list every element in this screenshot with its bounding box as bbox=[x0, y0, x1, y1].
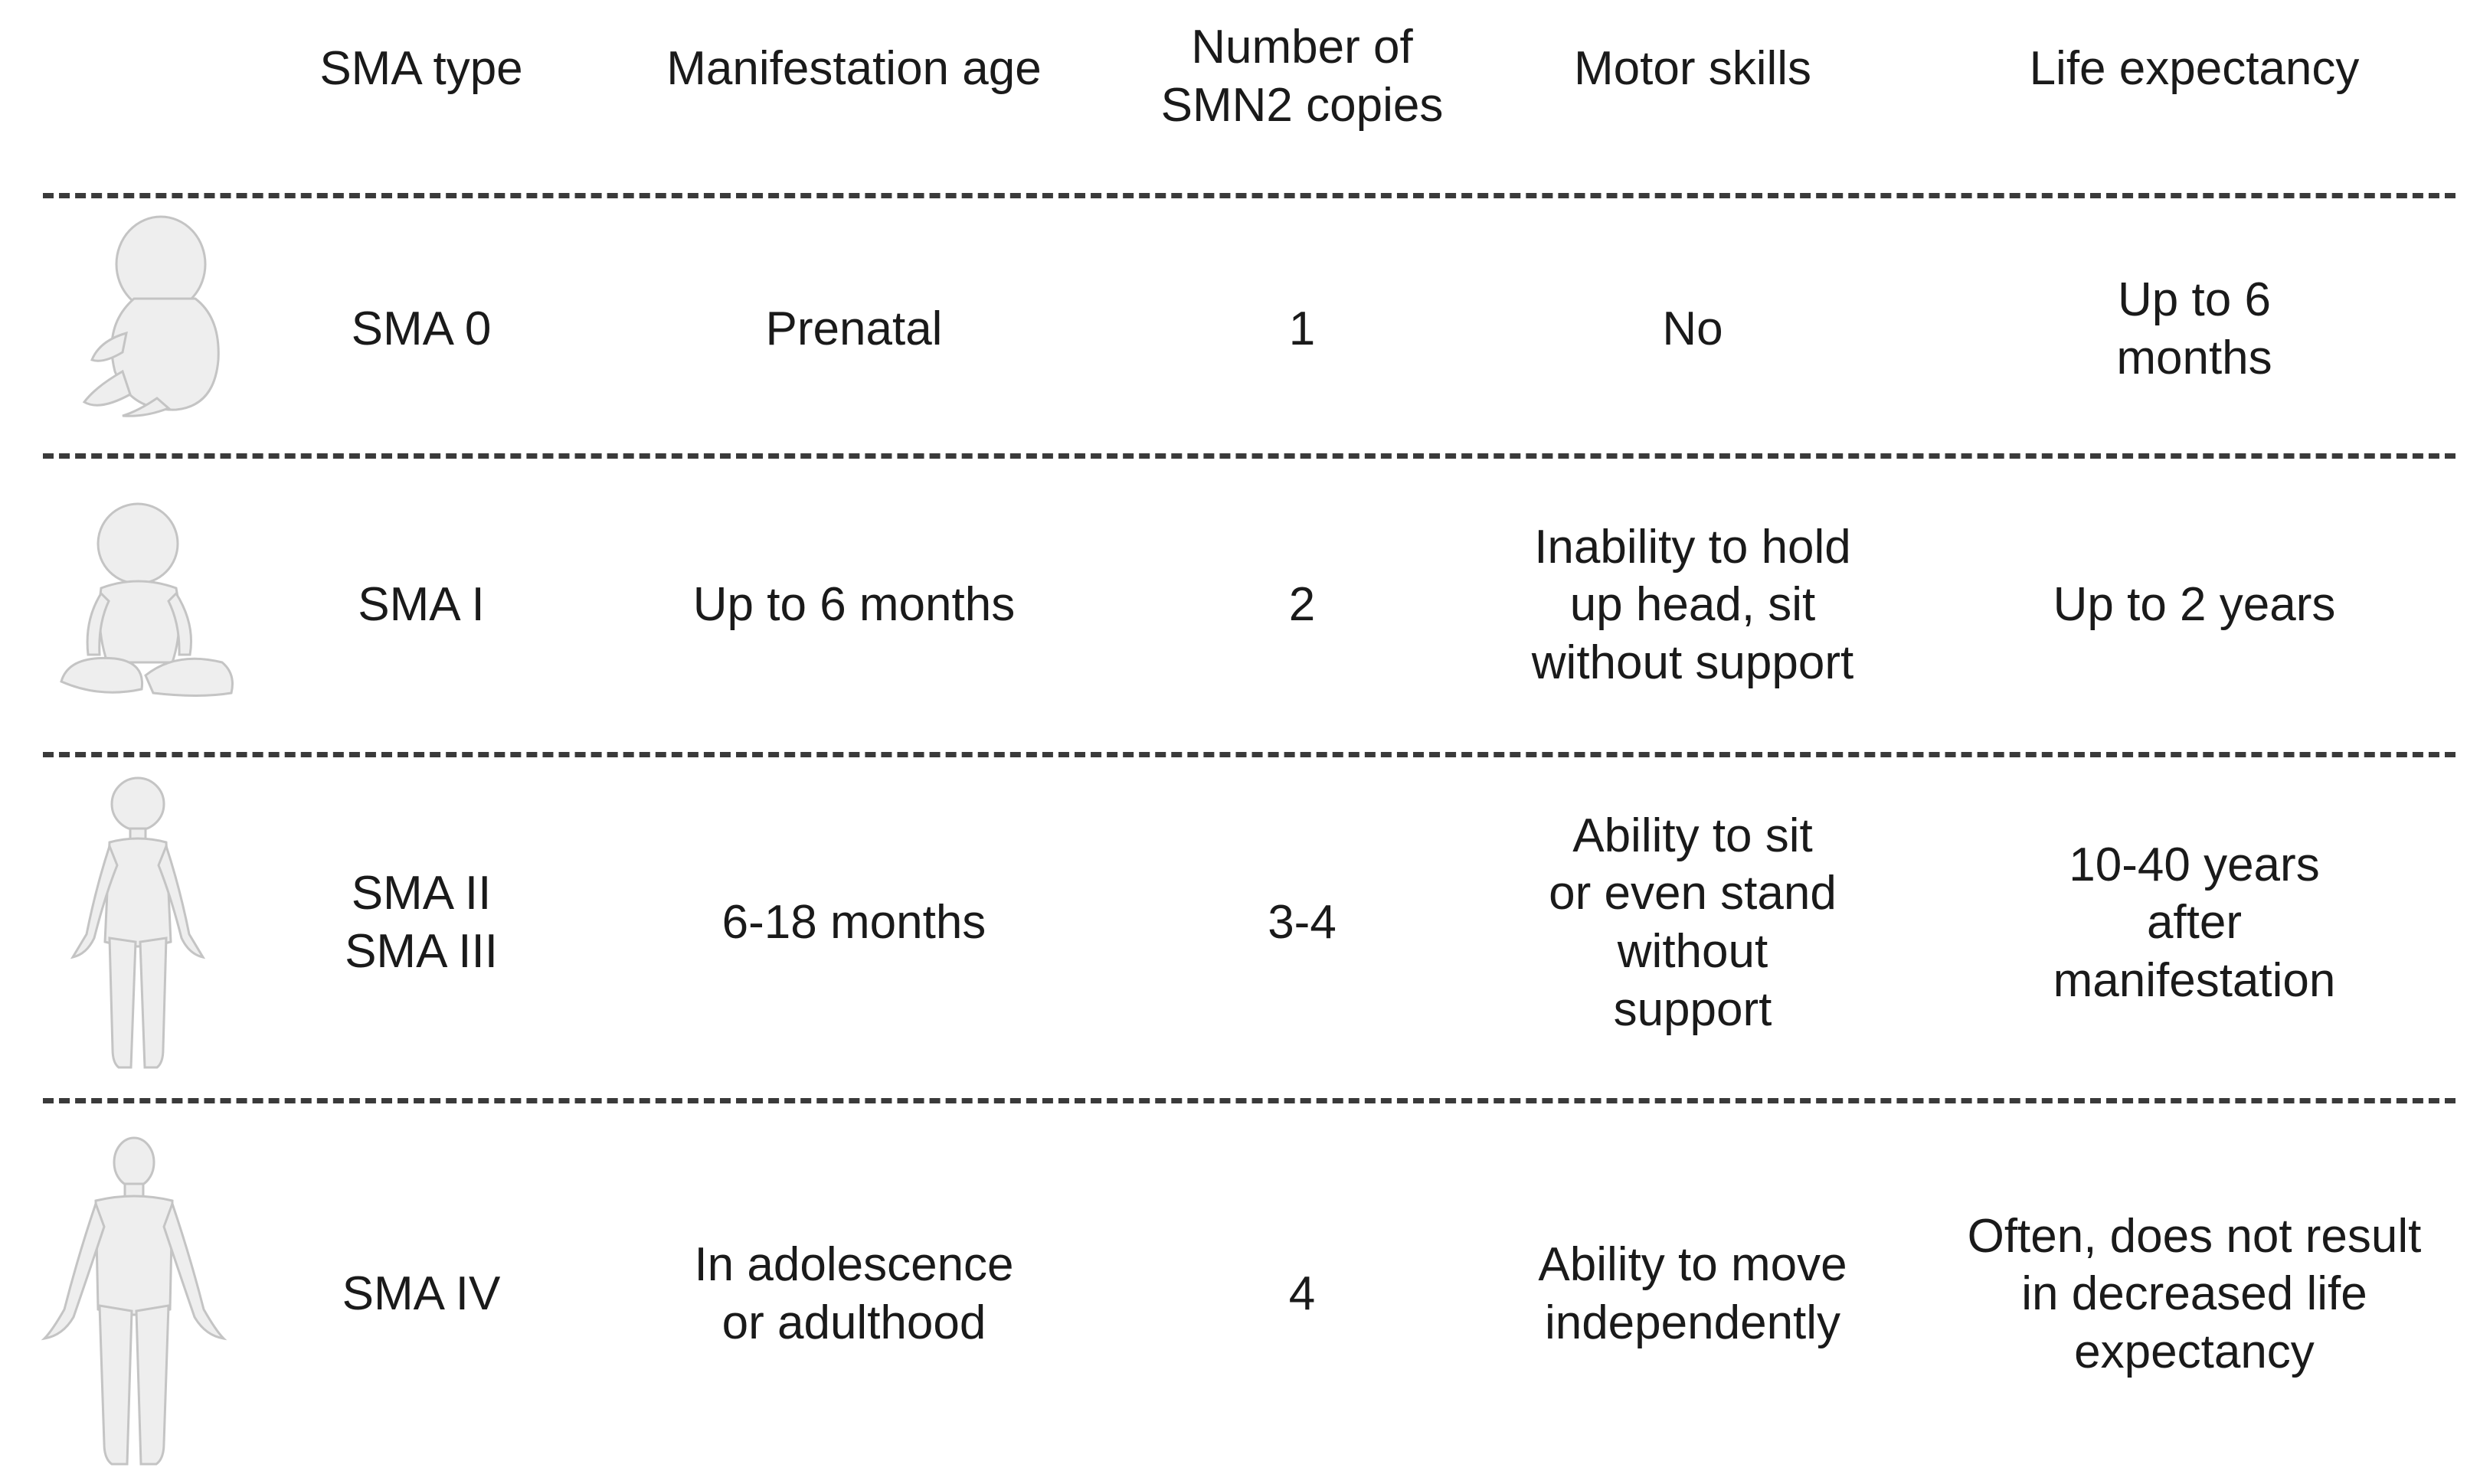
divider-header bbox=[43, 193, 2455, 198]
row-2-smn2-copies: 3-4 bbox=[1268, 896, 1337, 950]
row-1-manifestation-age: Up to 6 months bbox=[692, 578, 1016, 632]
child-figure bbox=[65, 773, 211, 1072]
header-life-expectancy: Life expectancy bbox=[2029, 42, 2360, 96]
divider-row-2 bbox=[43, 1098, 2455, 1103]
infant-figure bbox=[54, 498, 237, 704]
header-motor-skills: Motor skills bbox=[1573, 42, 1812, 96]
row-3-motor-skills: Ability to move independently bbox=[1538, 1238, 1847, 1349]
header-manifestation-age: Manifestation age bbox=[666, 42, 1042, 96]
row-0-life-expectancy: Up to 6 months bbox=[2116, 273, 2272, 384]
row-1-motor-skills: Inability to hold up head, sit without s… bbox=[1531, 520, 1854, 689]
divider-row-1 bbox=[43, 752, 2455, 757]
row-1-smn2-copies: 2 bbox=[1288, 578, 1316, 632]
row-1-sma-type: SMA I bbox=[358, 578, 485, 632]
row-0-motor-skills: No bbox=[1662, 302, 1723, 356]
header-smn2-copies: Number of SMN2 copies bbox=[1160, 21, 1444, 132]
row-3-life-expectancy: Often, does not result in decreased life… bbox=[1967, 1209, 2422, 1378]
header-sma-type: SMA type bbox=[319, 42, 523, 96]
row-3-smn2-copies: 4 bbox=[1288, 1267, 1316, 1321]
row-2-sma-type: SMA II SMA III bbox=[345, 867, 498, 978]
row-2-life-expectancy: 10-40 years after manifestation bbox=[2053, 838, 2336, 1007]
row-3-manifestation-age: In adolescence or adulthood bbox=[694, 1238, 1014, 1349]
adult-figure bbox=[38, 1133, 230, 1470]
row-0-smn2-copies: 1 bbox=[1288, 302, 1316, 356]
row-0-manifestation-age: Prenatal bbox=[765, 302, 943, 356]
row-3-sma-type: SMA IV bbox=[342, 1267, 501, 1321]
row-2-manifestation-age: 6-18 months bbox=[721, 896, 986, 950]
divider-row-0 bbox=[43, 453, 2455, 459]
row-2-motor-skills: Ability to sit or even stand without sup… bbox=[1549, 809, 1837, 1036]
fetus-figure bbox=[69, 211, 222, 417]
row-1-life-expectancy: Up to 2 years bbox=[2053, 578, 2336, 632]
row-0-sma-type: SMA 0 bbox=[351, 302, 492, 356]
